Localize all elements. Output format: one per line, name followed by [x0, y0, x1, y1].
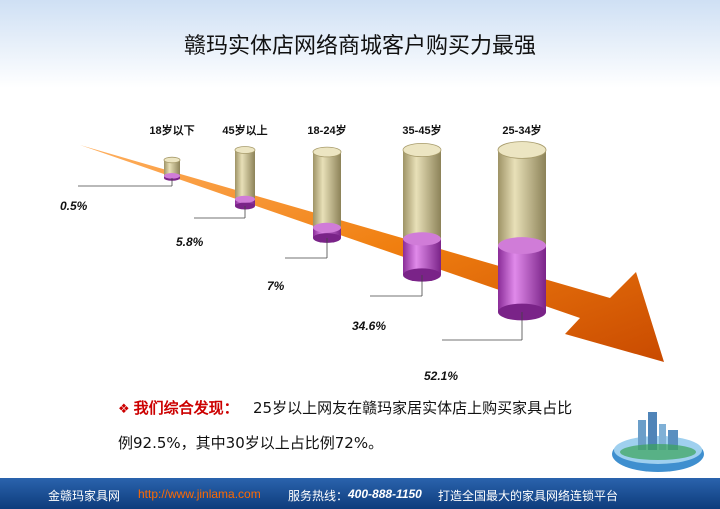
finding-text-1: 25岁以上网友在赣玛家居实体店上购买家具占比 [252, 399, 573, 417]
footer-brand: 金赣玛家具网 [48, 489, 121, 503]
footer-bar: 金赣玛家具网 http://www.jinlama.com 服务热线： 400-… [0, 478, 720, 509]
footer-slogan: 打造全国最大的家具网络连锁平台 [438, 489, 619, 503]
cylinder-body [313, 152, 341, 228]
category-label: 35-45岁 [402, 123, 441, 137]
finding-label: 我们综合发现： [133, 399, 239, 417]
value-label: 5.8% [176, 235, 204, 249]
cylinder-fill [313, 227, 341, 238]
cylinder-fill-top [498, 237, 546, 254]
cylinder-fill-top [403, 232, 441, 246]
category-label: 45岁以上 [222, 123, 267, 137]
value-label: 52.1% [424, 369, 458, 383]
header-band [0, 0, 720, 88]
value-label: 7% [267, 279, 285, 293]
cylinder-top [163, 156, 181, 164]
footer-hotline-label: 服务热线： [288, 489, 349, 503]
cylinder-fill-top [164, 173, 180, 179]
cylinder-top [312, 146, 342, 158]
cylinder-body [498, 150, 546, 246]
cylinder-top [497, 141, 547, 159]
footer-hotline: 400-888-1150 [348, 487, 422, 501]
cylinder-chart: 18岁以下 0.5% 45岁以上 5.8% 18-24岁 7% 35-45岁 34.6% 25-… [60, 123, 664, 383]
category-label: 25-34岁 [502, 123, 541, 137]
cylinder-body [235, 150, 255, 200]
finding-line-2: 例92.5%，其中30岁以上占比例72%。 [118, 434, 384, 452]
cylinder-fill [498, 245, 546, 312]
page-title: 赣玛实体店网络商城客户购买力最强 [183, 34, 536, 59]
category-label: 18岁以下 [149, 123, 194, 137]
value-label: 0.5% [60, 199, 88, 213]
value-label: 34.6% [352, 319, 386, 333]
cylinder-fill-top [313, 222, 341, 233]
cylinder-body [403, 150, 441, 239]
finding-line-1: ❖ 我们综合发现： 25岁以上网友在赣玛家居实体店上购买家具占比 [118, 398, 598, 420]
footer-url-link[interactable]: http://www.jinlama.com [138, 487, 261, 501]
cylinder-top [402, 142, 442, 158]
cylinder-top [234, 146, 256, 154]
trend-arrow [80, 145, 664, 362]
diamond-bullet-icon: ❖ [118, 402, 130, 417]
cylinder-body [164, 160, 180, 176]
globe-city-icon [612, 412, 704, 472]
cylinder-fill-top [235, 195, 255, 203]
category-label: 18-24岁 [307, 123, 346, 137]
